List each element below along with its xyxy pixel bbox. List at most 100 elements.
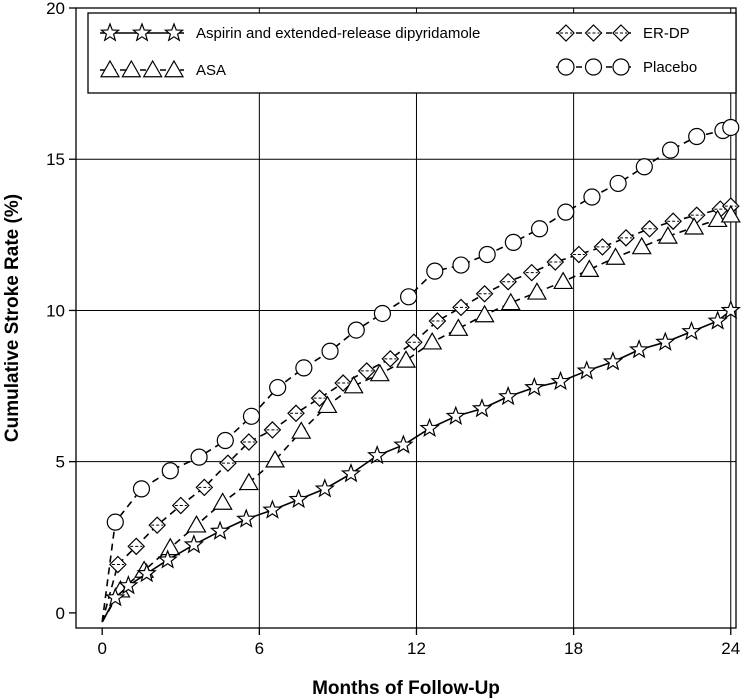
y-tick-label: 20 [46, 0, 65, 18]
y-tick-label: 5 [56, 453, 65, 472]
diamond-marker [687, 206, 706, 225]
star-marker [720, 299, 741, 320]
star-marker [136, 562, 157, 583]
legend-box [87, 12, 737, 94]
circle-marker [583, 188, 601, 206]
diamond-marker [171, 496, 190, 515]
circle-marker [478, 245, 496, 264]
grid-lines [76, 8, 736, 628]
star-marker [118, 574, 139, 595]
star-marker [288, 488, 309, 509]
triangle-marker [553, 271, 574, 290]
diamond-marker [405, 333, 423, 352]
star-marker [550, 370, 571, 391]
triangle-marker [343, 375, 364, 394]
circle-marker [452, 256, 470, 274]
legend-entry-circle: Placebo [556, 58, 697, 76]
circle-marker [242, 407, 261, 425]
circle-marker [530, 220, 549, 238]
star-marker [314, 478, 335, 498]
diamond-marker [310, 389, 329, 407]
series-circle [101, 118, 740, 623]
star-marker [393, 434, 414, 454]
triangle-marker [99, 59, 121, 78]
diamond-marker [570, 245, 588, 264]
series-triangle [101, 204, 741, 623]
x-tick-label: 12 [407, 639, 426, 658]
star-marker [99, 22, 121, 42]
diamond-marker [584, 24, 603, 42]
circle-marker [504, 233, 522, 251]
series-layer [101, 118, 741, 623]
triangle-marker [212, 492, 233, 510]
diamond-marker [546, 253, 565, 271]
circle-marker [216, 431, 234, 450]
star-marker [471, 398, 493, 418]
star-marker [628, 339, 650, 359]
diamond-marker [612, 24, 630, 42]
triangle-marker [186, 514, 207, 533]
diamond-marker [357, 362, 376, 380]
star-marker [183, 534, 205, 554]
circle-marker [557, 203, 575, 221]
diamond-marker [334, 374, 352, 392]
triangle-marker [142, 59, 163, 78]
triangle-marker [474, 304, 495, 323]
diamond-marker [127, 537, 146, 556]
circle-marker [269, 378, 287, 397]
circle-marker [373, 304, 392, 323]
series-line [101, 126, 732, 623]
circle-marker [400, 288, 418, 306]
circle-marker [688, 127, 706, 146]
triangle-marker [422, 331, 443, 350]
star-marker [367, 444, 388, 465]
triangle-marker [605, 247, 626, 265]
triangle-marker [121, 59, 142, 78]
star-marker [576, 360, 597, 380]
star-marker [655, 331, 676, 351]
x-tick-label: 18 [564, 639, 583, 658]
circle-marker [295, 359, 313, 377]
legend-label: ASA [196, 62, 226, 79]
y-tick-label: 0 [56, 604, 65, 623]
diamond-marker [195, 478, 214, 497]
y-axis-title: Cumulative Stroke Rate (%) [2, 194, 23, 442]
x-tick-label: 0 [97, 639, 106, 658]
series-diamond [101, 197, 740, 623]
triangle-marker [317, 395, 338, 414]
triangle-marker [163, 59, 185, 78]
x-axis-title: Months of Follow-Up [312, 678, 500, 699]
star-marker [602, 351, 624, 371]
triangle-marker [238, 472, 259, 491]
triangle-marker [579, 259, 600, 277]
diamond-marker [640, 219, 659, 238]
legend-label: Placebo [643, 59, 697, 76]
diamond-marker [664, 212, 682, 231]
x-tick-label: 24 [721, 639, 740, 658]
circle-marker [635, 158, 653, 176]
legend-label: Aspirin and extended-release dipyridamol… [196, 25, 480, 42]
star-marker [524, 376, 545, 397]
triangle-marker [631, 236, 652, 255]
triangle-marker [369, 363, 390, 382]
diamond-marker [381, 349, 400, 368]
series-star [101, 299, 741, 623]
star-marker [681, 320, 702, 341]
triangle-marker [526, 282, 547, 300]
diamond-marker [522, 263, 541, 282]
legend: Aspirin and extended-release dipyridamol… [87, 12, 737, 94]
diamond-marker [219, 454, 237, 473]
x-tick-label: 6 [255, 639, 264, 658]
circle-marker [609, 174, 627, 193]
circle-marker [584, 58, 603, 76]
y-tick-label: 15 [46, 150, 65, 169]
circle-marker [106, 513, 124, 531]
triangle-marker [395, 350, 417, 368]
star-marker [262, 499, 283, 519]
circle-marker [426, 262, 444, 280]
diamond-marker [428, 312, 447, 330]
circle-marker [612, 58, 630, 76]
triangle-marker [291, 421, 312, 439]
diamond-marker [617, 229, 635, 247]
circle-marker [661, 141, 680, 159]
